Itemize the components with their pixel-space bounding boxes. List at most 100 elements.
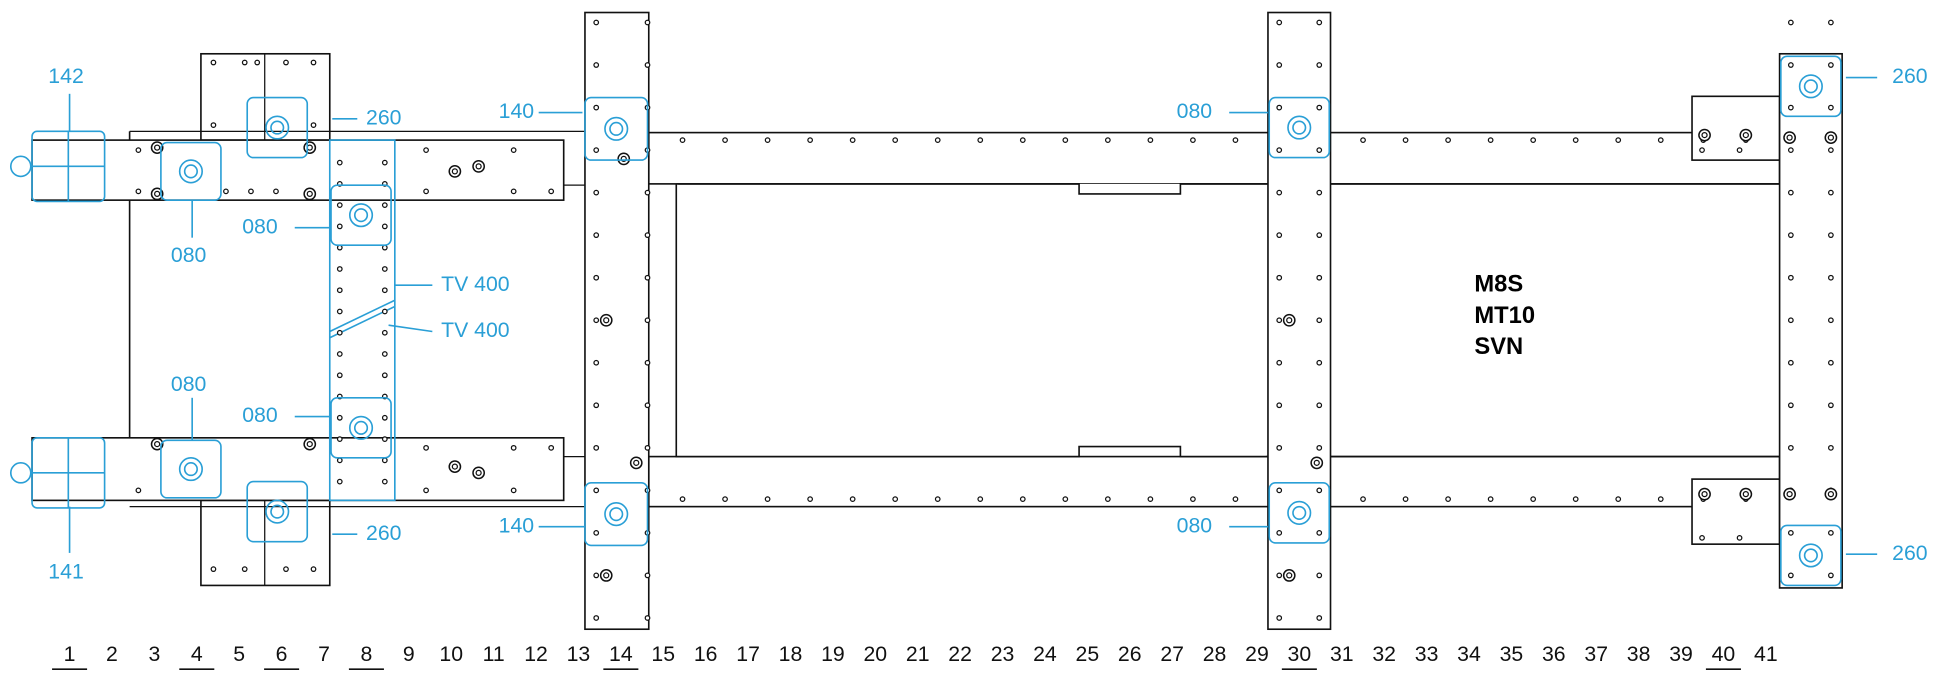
hole xyxy=(1316,189,1323,196)
hole xyxy=(1530,496,1537,502)
bolt xyxy=(448,164,462,178)
hole xyxy=(336,414,343,421)
hole xyxy=(892,137,899,143)
hole xyxy=(1360,496,1366,502)
bracket xyxy=(330,184,392,246)
hole xyxy=(135,147,142,153)
hole xyxy=(593,530,600,536)
hole xyxy=(644,359,651,366)
ruler-number: 35 xyxy=(1500,642,1524,666)
bolt xyxy=(1701,131,1708,139)
ruler-number: 20 xyxy=(863,642,887,666)
hole xyxy=(336,244,343,251)
hole xyxy=(1828,62,1834,68)
hole xyxy=(135,188,142,195)
bolt xyxy=(150,437,164,451)
hole xyxy=(593,19,600,26)
hole xyxy=(1828,444,1834,451)
hole xyxy=(310,566,317,573)
bracket-eye xyxy=(265,115,290,140)
hole xyxy=(381,372,388,379)
ruler-number: 6 xyxy=(276,642,288,666)
hole xyxy=(1487,137,1494,143)
hole xyxy=(1316,232,1323,239)
hole xyxy=(593,402,600,409)
hole xyxy=(1828,274,1834,281)
frame xyxy=(31,11,1843,631)
bolt xyxy=(603,572,610,579)
hole xyxy=(336,457,343,464)
bracket-eye xyxy=(270,504,285,519)
eye xyxy=(9,462,32,484)
hole xyxy=(593,62,600,68)
hole xyxy=(1828,104,1834,111)
hole xyxy=(336,287,343,294)
bracket xyxy=(1780,55,1842,118)
hole xyxy=(807,496,814,502)
bracket-eye xyxy=(353,208,369,223)
bolt xyxy=(303,187,317,201)
dimension-label: 260 xyxy=(1892,541,1927,565)
hole xyxy=(310,59,317,66)
ruler-number: 26 xyxy=(1118,642,1142,666)
hole xyxy=(1445,496,1451,502)
ruler-number: 14 xyxy=(609,642,633,666)
hole xyxy=(1276,232,1283,239)
hole xyxy=(1316,402,1323,409)
hole xyxy=(1316,487,1323,494)
hole xyxy=(248,188,254,195)
bolt xyxy=(1282,313,1296,327)
hole xyxy=(1828,232,1834,239)
hole xyxy=(1828,572,1834,579)
ruler-number: 15 xyxy=(651,642,675,666)
ruler-number: 17 xyxy=(736,642,760,666)
bolt xyxy=(1310,456,1324,470)
hole xyxy=(1828,359,1834,366)
hole xyxy=(381,244,388,251)
ruler-number: 21 xyxy=(906,642,930,666)
hole xyxy=(1276,487,1283,494)
ruler-number: 7 xyxy=(318,642,330,666)
hole xyxy=(1787,232,1794,239)
bolt xyxy=(1739,128,1753,142)
hole xyxy=(1276,444,1283,451)
bracket-eye xyxy=(183,164,198,179)
dimension-label: 080 xyxy=(242,214,277,238)
hole xyxy=(644,274,651,281)
hole xyxy=(423,147,429,153)
ruler-number: 9 xyxy=(403,642,415,666)
hole xyxy=(1276,147,1283,153)
hole xyxy=(210,566,217,573)
hole xyxy=(1787,572,1794,579)
bracket-eye xyxy=(604,502,629,527)
hole xyxy=(283,566,289,573)
leader xyxy=(388,324,433,333)
ruler-number: 31 xyxy=(1330,642,1354,666)
bolt xyxy=(1698,128,1711,142)
hole xyxy=(1445,137,1451,143)
hole xyxy=(381,223,388,230)
bolt xyxy=(306,190,313,198)
bracket-eye xyxy=(1803,548,1818,563)
bracket-eye xyxy=(1798,74,1823,99)
hole xyxy=(510,444,517,451)
hole xyxy=(892,496,899,502)
hole xyxy=(644,19,651,26)
dimension-label: 080 xyxy=(1177,513,1212,537)
hole xyxy=(644,62,651,68)
hole xyxy=(1276,104,1283,111)
ruler-number: 34 xyxy=(1457,642,1481,666)
hole xyxy=(1276,530,1283,536)
hole xyxy=(644,189,651,196)
hole xyxy=(764,137,771,143)
hole xyxy=(1147,137,1154,143)
bolt xyxy=(154,440,161,448)
hole xyxy=(722,137,728,143)
hole xyxy=(1657,137,1664,143)
hole xyxy=(1316,359,1323,366)
bracket xyxy=(160,141,222,201)
hole xyxy=(593,444,600,451)
bolt xyxy=(150,187,164,201)
ruler-number: 23 xyxy=(991,642,1015,666)
ruler-number: 33 xyxy=(1415,642,1439,666)
